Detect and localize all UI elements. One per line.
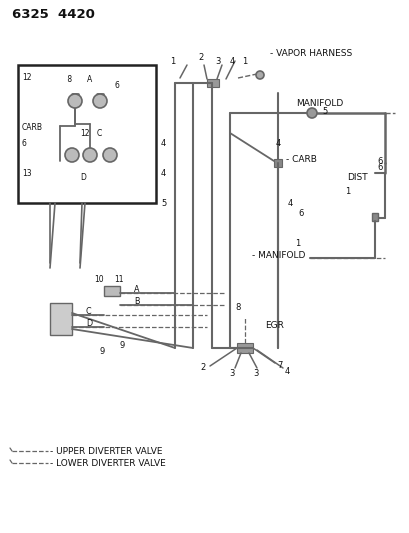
- Text: 4: 4: [284, 367, 290, 376]
- Circle shape: [93, 94, 107, 108]
- Circle shape: [103, 148, 117, 162]
- Text: 6325  4420: 6325 4420: [12, 7, 94, 20]
- Text: 4: 4: [161, 139, 166, 148]
- Text: 9: 9: [100, 348, 105, 357]
- Text: 6: 6: [297, 208, 303, 217]
- Text: 2: 2: [200, 364, 205, 373]
- Text: 4: 4: [161, 168, 166, 177]
- Text: 9: 9: [120, 341, 125, 350]
- Text: 5: 5: [161, 198, 166, 207]
- Text: 11: 11: [114, 274, 123, 284]
- Text: - MANIFOLD: - MANIFOLD: [252, 252, 305, 261]
- Text: 6: 6: [22, 139, 27, 148]
- Bar: [236, 343, 252, 353]
- Text: D: D: [86, 319, 92, 327]
- Text: EGR: EGR: [264, 321, 283, 330]
- Bar: [207, 79, 218, 87]
- Bar: [50, 303, 72, 335]
- Bar: [18, 65, 155, 203]
- Text: - CARB: - CARB: [285, 155, 316, 164]
- Circle shape: [255, 71, 263, 79]
- Circle shape: [68, 94, 82, 108]
- Text: 1: 1: [241, 56, 247, 66]
- Text: C: C: [97, 128, 102, 138]
- Text: 4: 4: [229, 56, 235, 66]
- Text: 7: 7: [276, 361, 282, 370]
- Text: 3: 3: [252, 368, 258, 377]
- Text: 3: 3: [214, 56, 220, 66]
- Bar: [273, 159, 281, 167]
- Text: - LOWER DIVERTER VALVE: - LOWER DIVERTER VALVE: [50, 458, 165, 467]
- Text: 4: 4: [275, 139, 281, 148]
- Text: C: C: [86, 306, 91, 316]
- Text: 1: 1: [170, 56, 175, 66]
- Text: 6: 6: [376, 157, 382, 166]
- Text: 12: 12: [22, 74, 31, 83]
- Text: A: A: [87, 76, 92, 85]
- Bar: [104, 286, 120, 296]
- Text: MANIFOLD: MANIFOLD: [295, 99, 342, 108]
- Text: B: B: [134, 296, 139, 305]
- Text: 8: 8: [65, 76, 72, 85]
- Text: 13: 13: [22, 168, 31, 177]
- Circle shape: [306, 108, 316, 118]
- Text: D: D: [80, 174, 85, 182]
- Text: DIST: DIST: [346, 174, 367, 182]
- Circle shape: [83, 148, 97, 162]
- Text: 6: 6: [115, 82, 119, 91]
- Text: 2: 2: [198, 53, 203, 62]
- Text: 1: 1: [344, 187, 349, 196]
- Bar: [371, 213, 377, 221]
- Text: - UPPER DIVERTER VALVE: - UPPER DIVERTER VALVE: [50, 447, 162, 456]
- Text: 10: 10: [94, 274, 103, 284]
- Circle shape: [65, 148, 79, 162]
- Text: 4: 4: [287, 198, 292, 207]
- Text: 3: 3: [229, 368, 234, 377]
- Text: A: A: [134, 285, 139, 294]
- Text: - VAPOR HARNESS: - VAPOR HARNESS: [270, 49, 351, 58]
- Text: 12: 12: [80, 128, 89, 138]
- Text: 6: 6: [376, 164, 382, 173]
- Text: 1: 1: [294, 239, 299, 248]
- Text: CARB: CARB: [22, 124, 43, 133]
- Text: 8: 8: [234, 303, 240, 312]
- Text: 5: 5: [321, 107, 326, 116]
